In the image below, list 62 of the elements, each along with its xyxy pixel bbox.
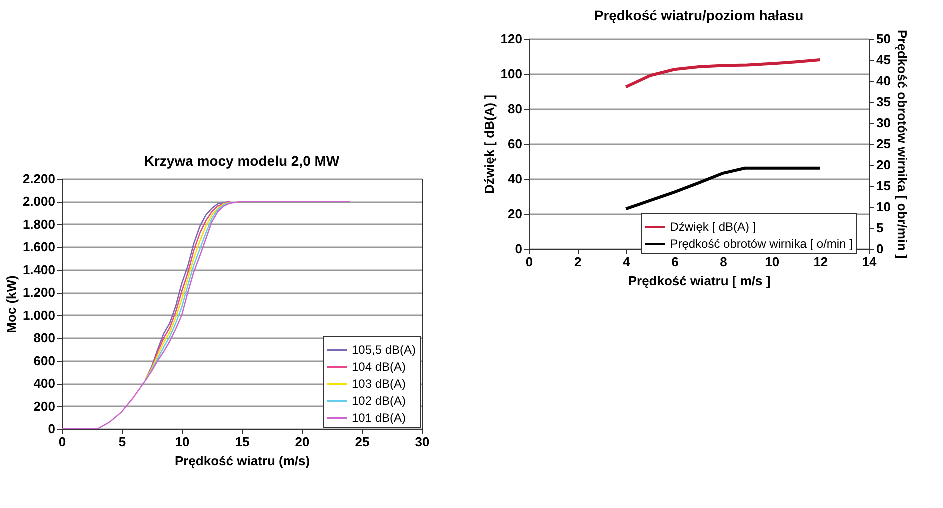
y2-axis-title: Prędkość obrotów wirnika [ obr/min ] xyxy=(894,30,910,259)
y2-tick-label: 40 xyxy=(876,74,891,88)
y-tick-label: 1.600 xyxy=(22,240,56,255)
y2-tick-label: 35 xyxy=(876,94,891,110)
y2-tick-label: 5 xyxy=(876,220,884,236)
y2-tick-label: 20 xyxy=(876,158,891,172)
x-tick-label: 14 xyxy=(862,254,878,270)
x-tick-label: 0 xyxy=(526,254,534,270)
y-tick-label: 1.800 xyxy=(22,216,56,232)
y-tick-label: 400 xyxy=(34,376,56,392)
x-tick-label: 5 xyxy=(118,434,126,450)
y-tick-label: 600 xyxy=(34,353,56,368)
y-tick-label: 200 xyxy=(34,398,56,414)
y-axis-title: Moc (kW) xyxy=(4,276,19,334)
y-tick-label: 120 xyxy=(500,32,522,46)
chart-title: Prędkość wiatru/poziom hałasu xyxy=(594,8,804,24)
y2-tick-label: 45 xyxy=(876,52,891,68)
legend-label: 102 dB(A) xyxy=(352,394,406,408)
y2-tick-label: 0 xyxy=(876,242,884,256)
legend-label: Dźwięk [ dB(A) ] xyxy=(670,220,756,234)
line-series xyxy=(624,58,822,89)
y-tick-label: 2.200 xyxy=(22,172,56,186)
y-tick-label: 0 xyxy=(48,422,56,436)
x-tick-label: 15 xyxy=(235,434,250,450)
y2-tick-label: 10 xyxy=(876,200,891,214)
y-tick-label: 2.000 xyxy=(22,194,56,210)
legend-label: 105,5 dB(A) xyxy=(352,343,416,357)
y-tick-label: 100 xyxy=(500,66,522,82)
line-series xyxy=(62,201,351,429)
x-tick-label: 25 xyxy=(355,434,370,450)
y2-tick-label: 25 xyxy=(876,136,891,152)
legend-label: 103 dB(A) xyxy=(352,377,406,391)
x-tick-label: 10 xyxy=(175,434,190,450)
y2-tick-label: 30 xyxy=(876,116,891,130)
y-tick-label: 1.400 xyxy=(22,262,56,278)
x-tick-label: 0 xyxy=(58,434,66,450)
x-tick-label: 4 xyxy=(623,254,632,270)
x-axis-title: Prędkość wiatru (m/s) xyxy=(174,454,310,468)
legend-label: 101 dB(A) xyxy=(352,411,406,425)
legend-label: 104 dB(A) xyxy=(352,360,406,374)
x-tick-label: 20 xyxy=(295,434,310,450)
y-tick-label: 20 xyxy=(508,206,522,222)
x-tick-label: 8 xyxy=(720,254,728,270)
x-tick-label: 30 xyxy=(415,434,430,450)
y-tick-label: 0 xyxy=(515,242,522,256)
y-axis-title: Dźwięk [ dB(A) ] xyxy=(482,95,497,194)
y-tick-label: 80 xyxy=(508,102,522,116)
y-tick-label: 40 xyxy=(508,172,522,186)
x-tick-label: 6 xyxy=(672,254,679,270)
x-tick-label: 12 xyxy=(814,254,828,270)
x-tick-label: 2 xyxy=(574,254,582,270)
chart-title: Krzywa mocy modelu 2,0 MW xyxy=(144,153,340,169)
y-tick-label: 1.000 xyxy=(22,308,56,323)
y-tick-label: 60 xyxy=(508,136,522,152)
line-series xyxy=(624,166,822,211)
y2-tick-label: 50 xyxy=(876,32,891,46)
legend-label: Prędkość obrotów wirnika [ o/min ] xyxy=(670,237,853,251)
y2-tick-label: 15 xyxy=(876,178,891,194)
x-tick-label: 10 xyxy=(765,254,780,270)
y-tick-label: 800 xyxy=(34,330,56,346)
x-axis-title: Prędkość wiatru [ m/s ] xyxy=(628,274,771,288)
y-tick-label: 1.200 xyxy=(22,285,56,300)
